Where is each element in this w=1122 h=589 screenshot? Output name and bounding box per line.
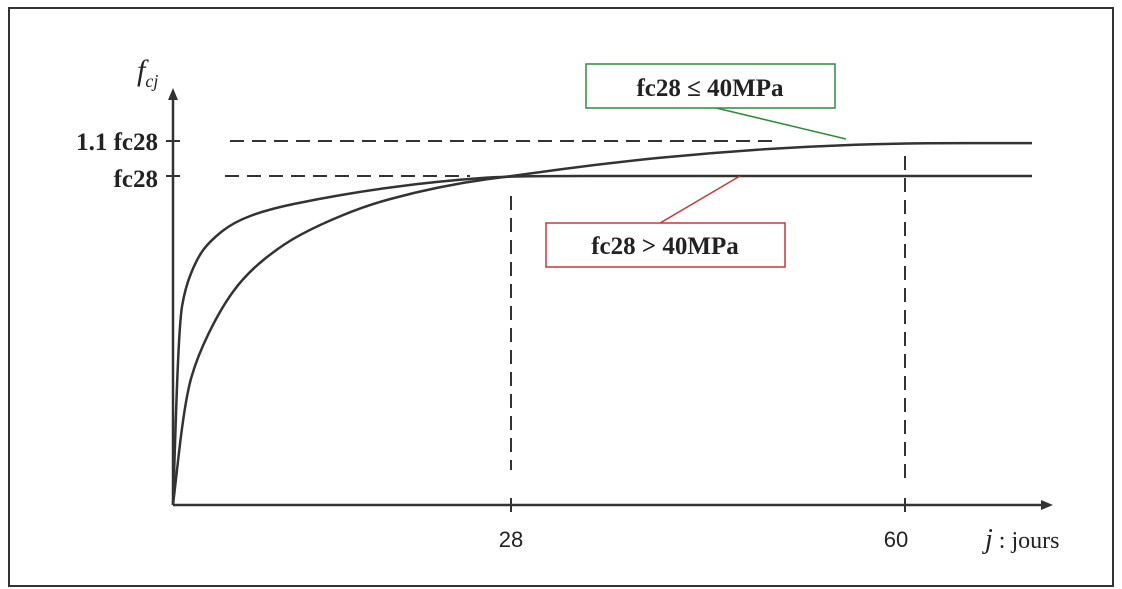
y-axis-label: fcj bbox=[137, 54, 158, 91]
curve-fc28-le-40 bbox=[171, 141, 1032, 506]
y-tick-label-1.1: 1.1 fc28 bbox=[76, 129, 158, 156]
annotation-leader-red bbox=[654, 175, 741, 227]
x-tick-label-28: 28 bbox=[499, 527, 523, 552]
x-axis-arrow bbox=[1041, 500, 1053, 510]
chart-frame bbox=[8, 7, 1114, 587]
x-tick-label-60: 60 bbox=[884, 527, 908, 552]
curve-fc28-gt-40 bbox=[171, 174, 1032, 506]
annotation-leader-green bbox=[711, 106, 847, 140]
annotation-label-red: fc28 > 40MPa bbox=[591, 233, 739, 260]
annotation-box-red bbox=[545, 222, 786, 268]
annotation-label-green: fc28 ≤ 40MPa bbox=[636, 75, 784, 102]
x-axis-label: j : jours bbox=[982, 524, 1059, 555]
y-axis-arrow bbox=[168, 88, 178, 100]
x-axis-label-unit: : jours bbox=[993, 528, 1060, 554]
annotation-box-green bbox=[585, 63, 836, 109]
y-axis-label-sub: cj bbox=[145, 71, 158, 91]
x-axis-label-j: j bbox=[982, 524, 993, 555]
y-tick-label-1.0: fc28 bbox=[114, 166, 158, 193]
